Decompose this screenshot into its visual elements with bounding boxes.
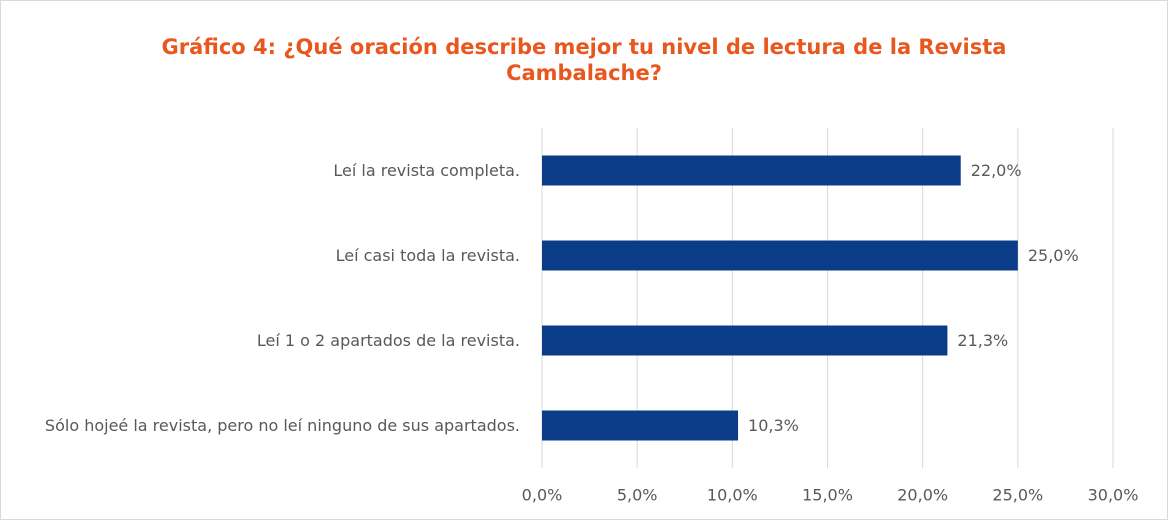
value-label: 21,3%	[957, 331, 1008, 350]
y-tick-label: Leí la revista completa.	[333, 160, 520, 180]
x-tick-label: 25,0%	[992, 486, 1043, 505]
category-label-box: Leí 1 o 2 apartados de la revista.	[0, 311, 520, 371]
y-tick-label: Sólo hojeé la revista, pero no leí ningu…	[44, 415, 520, 435]
bar	[542, 155, 961, 186]
x-tick-label: 5,0%	[617, 486, 658, 505]
y-tick-label: Leí casi toda la revista.	[335, 245, 520, 265]
value-label: 22,0%	[971, 161, 1022, 180]
category-label-box: Leí la revista completa.	[0, 141, 520, 201]
x-tick-label: 15,0%	[802, 486, 853, 505]
value-label: 10,3%	[748, 416, 799, 435]
bar	[542, 240, 1018, 271]
x-tick-label: 30,0%	[1088, 486, 1139, 505]
bar	[542, 410, 739, 441]
x-tick-label: 0,0%	[522, 486, 563, 505]
bar	[542, 325, 948, 356]
category-label-box: Sólo hojeé la revista, pero no leí ningu…	[0, 396, 520, 456]
category-label-box: Leí casi toda la revista.	[0, 226, 520, 286]
value-label: 25,0%	[1028, 246, 1079, 265]
chart-title: Gráfico 4: ¿Qué oración describe mejor t…	[161, 35, 1007, 85]
y-tick-label: Leí 1 o 2 apartados de la revista.	[256, 330, 520, 350]
x-tick-label: 20,0%	[897, 486, 948, 505]
x-tick-label: 10,0%	[707, 486, 758, 505]
